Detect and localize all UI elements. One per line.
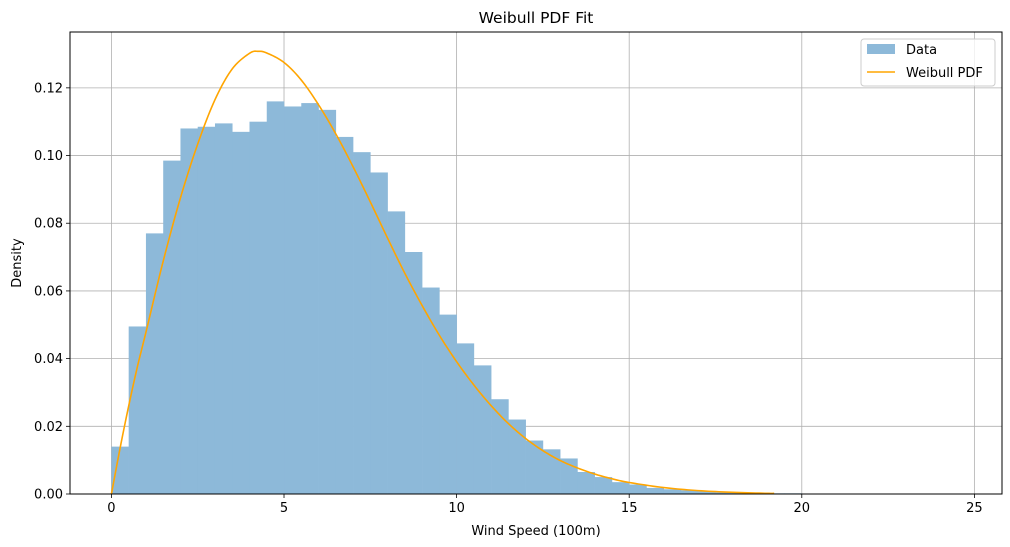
histogram-bar (680, 490, 699, 494)
y-tick-label: 0.10 (34, 149, 63, 164)
histogram-bar (214, 123, 233, 494)
weibull-pdf-line (110, 50, 775, 495)
histogram-bar (180, 128, 199, 494)
legend-label-data: Data (906, 43, 937, 58)
histogram-bar (629, 484, 647, 494)
histogram-bar (249, 121, 268, 494)
histogram-bar (111, 446, 129, 494)
histogram-bar (663, 489, 682, 494)
legend-swatch-data (867, 44, 895, 54)
histogram-bar (646, 487, 665, 494)
x-tick-label: 20 (794, 501, 811, 516)
histogram-bar (266, 101, 285, 494)
histogram-bar (473, 365, 492, 494)
y-tick-label: 0.12 (34, 81, 63, 96)
y-tick-label: 0.04 (34, 352, 63, 367)
histogram-bar (335, 136, 354, 494)
plot-frame (69, 31, 1003, 495)
histogram-bar (232, 131, 250, 494)
histogram-bar (301, 103, 319, 495)
histogram-bar (577, 472, 595, 494)
y-tick-label: 0.08 (34, 217, 63, 232)
chart-title: Weibull PDF Fit (479, 9, 594, 27)
histogram-bar (594, 477, 613, 494)
histogram-bar (318, 109, 337, 494)
histogram-bar (491, 399, 509, 494)
histogram-bar (163, 160, 181, 494)
x-tick-label: 10 (448, 501, 465, 516)
histogram-bar (439, 314, 457, 494)
histogram-bar (404, 252, 423, 494)
histogram-bar (508, 419, 526, 494)
histogram-bars (111, 101, 889, 495)
x-tick-label: 25 (966, 501, 983, 516)
histogram-bar (611, 482, 630, 494)
y-axis-label: Density (10, 238, 25, 288)
x-axis-label: Wind Speed (100m) (471, 524, 600, 539)
y-tick-label: 0.06 (34, 284, 63, 299)
x-tick-label: 0 (107, 501, 115, 516)
histogram-bar (698, 491, 716, 494)
y-tick-label: 0.00 (34, 488, 63, 503)
y-tick-label: 0.02 (34, 420, 63, 435)
histogram-bar (560, 458, 578, 494)
histogram-bar (422, 287, 440, 494)
legend: Data Weibull PDF (860, 38, 996, 87)
histogram-bar (525, 440, 544, 494)
weibull-pdf-series-line (110, 50, 775, 495)
x-tick-label: 15 (621, 501, 638, 516)
histogram-bar (542, 449, 561, 494)
histogram-bar (370, 172, 388, 494)
axis-ticks: 0 5 10 15 20 25 0.00 0.02 0.04 0.06 0.08 0.10 0.12 (34, 81, 983, 516)
histogram-bar (145, 233, 164, 494)
histogram-bar (715, 492, 734, 494)
histogram-bar (387, 211, 406, 494)
x-tick-label: 5 (280, 501, 288, 516)
histogram-bar (197, 126, 216, 495)
histogram-bar (128, 326, 147, 494)
legend-label-weibull-pdf: Weibull PDF (906, 66, 983, 81)
histogram-bar (353, 152, 371, 494)
histogram-bar (284, 106, 302, 494)
